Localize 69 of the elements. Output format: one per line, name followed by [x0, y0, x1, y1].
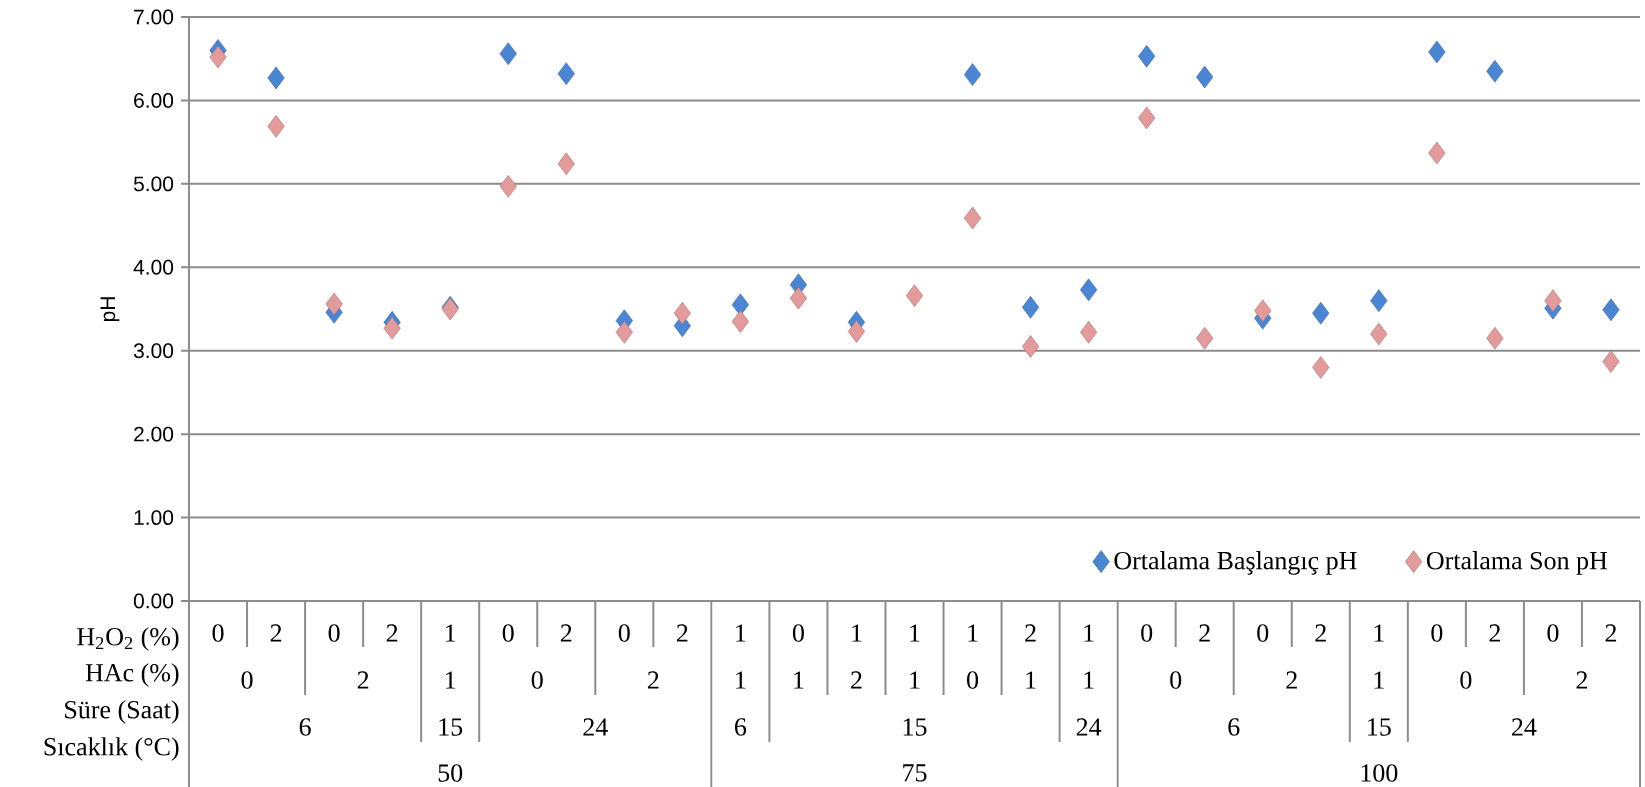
- x-tick-label: 2: [1489, 624, 1500, 642]
- text: 1: [910, 671, 920, 689]
- y-tick-label: 0.00: [133, 593, 174, 609]
- x-tick-label: 1: [968, 624, 978, 642]
- y-tick-label: 6.00: [134, 93, 174, 108]
- y-tick-label: 1.00: [134, 510, 174, 526]
- text: 2: [1286, 671, 1297, 689]
- text: 1: [1084, 671, 1094, 689]
- y-tick-label: 2.00: [134, 426, 174, 442]
- x-tick-label: 0: [1431, 624, 1443, 642]
- x-tick-label: 2: [1199, 624, 1210, 642]
- x-tick-label: 2: [560, 624, 572, 642]
- text: 15: [903, 718, 927, 736]
- y-tick-label: 3.00: [133, 343, 174, 359]
- x-tick-label: 2: [386, 624, 398, 642]
- text: 2: [851, 671, 862, 689]
- y-tick-label: 5.00: [133, 176, 174, 192]
- text: 2: [647, 671, 659, 689]
- text: 6: [735, 718, 747, 736]
- legend-label: Ortalama Başlangıç pH: [1114, 551, 1357, 575]
- y-tick-label: 4.00: [133, 259, 174, 275]
- text: 15: [1368, 718, 1391, 736]
- text: 0: [1170, 671, 1182, 689]
- x-tick-label: 0: [618, 624, 630, 642]
- text: 15: [439, 718, 463, 736]
- x-tick-label: 0: [1257, 624, 1269, 642]
- text: 0: [241, 671, 253, 689]
- text: 24: [1512, 718, 1537, 736]
- x-tick-label: 0: [792, 624, 804, 642]
- x-tick-label: 0: [212, 624, 224, 642]
- text: 2: [357, 671, 369, 689]
- x-tick-label: 1: [1374, 624, 1384, 642]
- text: H$_{2}$O$_{2}$ (%): [77, 627, 179, 651]
- text: 75: [903, 764, 927, 782]
- text: 0: [531, 671, 543, 689]
- text: 1: [1374, 671, 1384, 689]
- x-tick-label: 2: [270, 624, 282, 642]
- text: 100: [1361, 764, 1398, 782]
- x-tick-label: 0: [1547, 624, 1559, 642]
- x-tick-label: 2: [1025, 624, 1036, 642]
- x-tick-label: 1: [1084, 624, 1094, 642]
- text: HAc (%): [85, 663, 179, 687]
- text: Sıcaklık (°C): [44, 737, 179, 761]
- text: 24: [1076, 718, 1102, 736]
- text: 50: [438, 764, 463, 782]
- text: 6: [1228, 718, 1240, 736]
- text: Süre (Saat): [65, 700, 179, 724]
- x-tick-label: 2: [1605, 624, 1617, 642]
- text: 0: [967, 671, 979, 689]
- x-tick-label: 1: [445, 624, 456, 642]
- y-axis-title: pH: [100, 297, 120, 322]
- x-tick-label: 0: [1141, 624, 1153, 642]
- x-tick-label: 0: [328, 624, 340, 642]
- x-tick-label: 1: [910, 624, 920, 642]
- x-tick-label: 2: [676, 624, 688, 642]
- text: 1: [736, 671, 746, 689]
- x-tick-label: 0: [502, 624, 514, 642]
- y-tick-label: 7.00: [134, 9, 174, 25]
- text: 2: [1576, 671, 1588, 689]
- text: 24: [583, 718, 608, 736]
- text: 1: [445, 671, 456, 689]
- text: 0: [1460, 671, 1472, 689]
- text: 6: [299, 718, 311, 736]
- text: 1: [1026, 671, 1036, 689]
- legend-label: Ortalama Son pH: [1426, 551, 1608, 575]
- x-tick-label: 2: [1315, 624, 1326, 642]
- x-tick-label: 1: [852, 624, 862, 642]
- x-tick-label: 1: [736, 624, 746, 642]
- text: 1: [794, 671, 804, 689]
